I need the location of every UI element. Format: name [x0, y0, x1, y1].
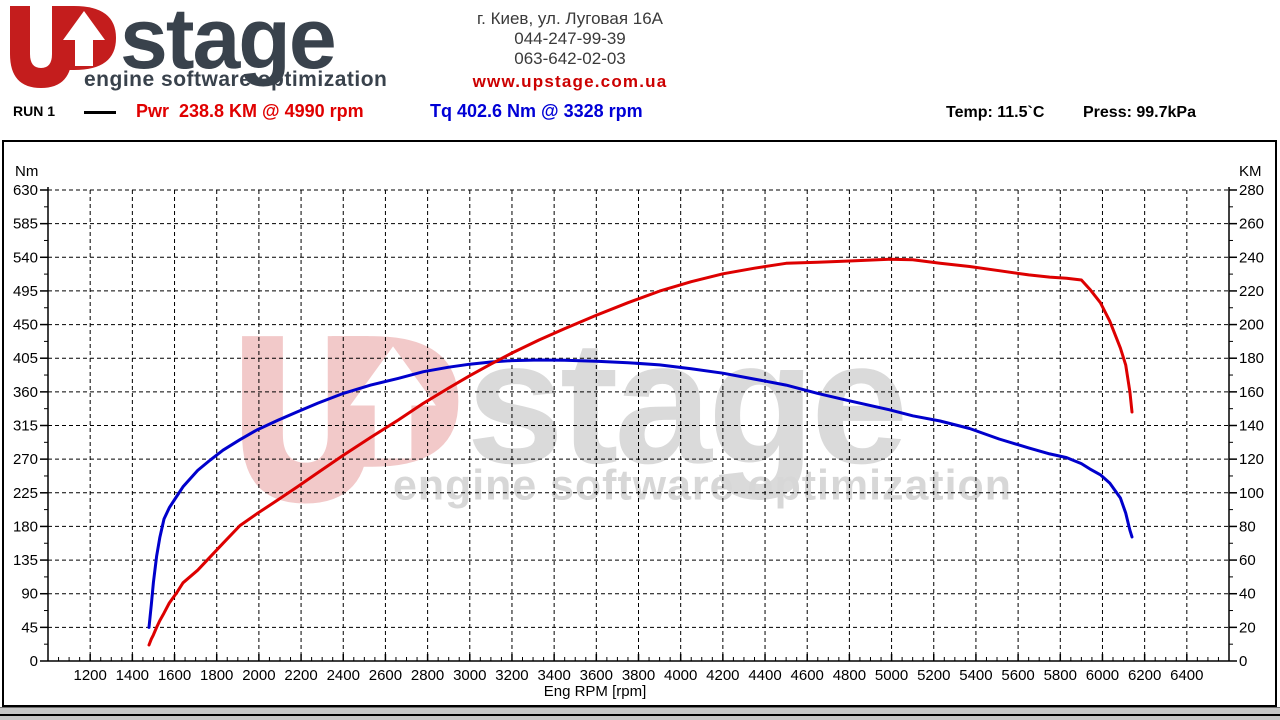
- run-legend-line: [84, 111, 116, 114]
- phone-line-1: 044-247-99-39: [514, 29, 626, 48]
- logo-tagline: engine software optimization: [84, 68, 388, 91]
- address-line: г. Киев, ул. Луговая 16А: [477, 9, 663, 28]
- bottom-window-strip: [0, 707, 1280, 720]
- x-axis-title: Eng RPM [rpm]: [543, 683, 647, 700]
- logo-brand-text: stage: [120, 2, 335, 87]
- power-peak-readout: Pwr 238.8 KM @ 4990 rpm: [136, 101, 364, 121]
- up-arrow-icon: [63, 11, 105, 66]
- chart-frame: [2, 140, 1277, 707]
- phone-line-2: 063-642-02-03: [514, 49, 626, 68]
- temperature-readout: Temp: 11.5`C: [946, 104, 1045, 121]
- torque-peak-readout: Tq 402.6 Nm @ 3328 rpm: [430, 101, 643, 121]
- upstage-logo-graphic: stage: [10, 0, 337, 88]
- contact-block: г. Киев, ул. Луговая 16А 044-247-99-39 0…: [415, 9, 725, 92]
- left-axis-unit-label: Nm: [15, 163, 39, 180]
- upstage-logo: stage engine software optimization: [8, 0, 420, 96]
- bottom-window-strip-line: [0, 714, 1280, 716]
- right-axis-unit-label: KM: [1239, 163, 1262, 180]
- website-link[interactable]: www.upstage.com.ua: [472, 72, 668, 91]
- pressure-readout: Press: 99.7kPa: [1083, 104, 1196, 121]
- run-label: RUN 1: [13, 103, 56, 119]
